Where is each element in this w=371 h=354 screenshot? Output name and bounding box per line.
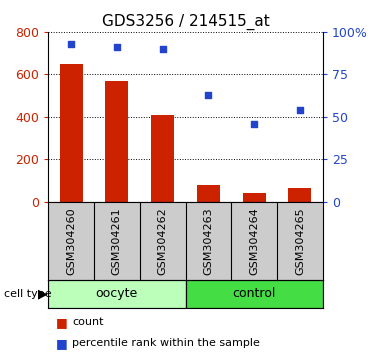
- Bar: [151, 115, 174, 202]
- Text: percentile rank within the sample: percentile rank within the sample: [72, 338, 260, 348]
- Text: ▶: ▶: [38, 287, 47, 300]
- Text: GDS3256 / 214515_at: GDS3256 / 214515_at: [102, 14, 269, 30]
- Bar: [186, 280, 323, 308]
- Text: GSM304264: GSM304264: [249, 207, 259, 275]
- Text: control: control: [233, 287, 276, 300]
- Text: GSM304262: GSM304262: [158, 207, 168, 275]
- Bar: [289, 188, 311, 202]
- Bar: [243, 193, 266, 202]
- Point: [114, 44, 120, 50]
- Text: GSM304263: GSM304263: [203, 207, 213, 275]
- Bar: [60, 64, 82, 202]
- Point: [297, 107, 303, 113]
- Text: ■: ■: [56, 337, 68, 350]
- Bar: [197, 185, 220, 202]
- Text: cell type: cell type: [4, 289, 51, 299]
- Text: oocyte: oocyte: [96, 287, 138, 300]
- Text: count: count: [72, 317, 104, 327]
- Text: ■: ■: [56, 316, 68, 329]
- Text: GSM304260: GSM304260: [66, 207, 76, 275]
- Point: [206, 92, 211, 98]
- Bar: [105, 81, 128, 202]
- Text: GSM304265: GSM304265: [295, 207, 305, 275]
- Point: [68, 41, 74, 47]
- Bar: [48, 280, 186, 308]
- Point: [160, 46, 165, 52]
- Point: [251, 121, 257, 126]
- Text: GSM304261: GSM304261: [112, 207, 122, 275]
